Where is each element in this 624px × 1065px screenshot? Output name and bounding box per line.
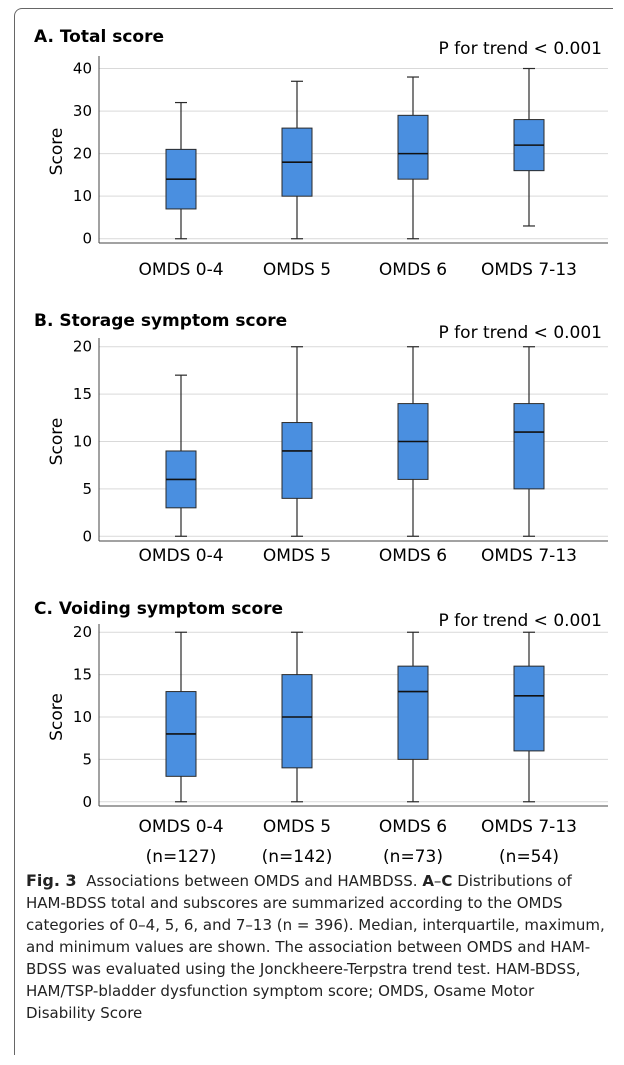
category-label: OMDS 0-4	[138, 546, 223, 566]
y-tick-label: 15	[73, 385, 92, 403]
category-label: OMDS 6	[379, 260, 447, 280]
y-tick-label: 40	[73, 60, 92, 78]
y-tick-label: 10	[73, 433, 92, 451]
y-tick-label: 10	[73, 187, 92, 205]
caption-panel-a: A	[422, 872, 434, 890]
category-label: OMDS 7-13	[481, 546, 577, 566]
iqr-box	[281, 422, 313, 499]
category-label: OMDS 6	[379, 817, 447, 837]
box-3	[397, 346, 429, 537]
chart-panel-2: B. Storage symptom score P for trend < 0.…	[34, 311, 608, 566]
y-tick-label: 30	[73, 102, 92, 120]
box-1	[165, 374, 197, 537]
trend-annotation: P for trend < 0.001	[439, 323, 602, 343]
sample-size-label: (n=142)	[262, 847, 333, 867]
panel-title: A. Total score	[34, 27, 164, 47]
chart-panel-3: C. Voiding symptom score P for trend < 0.…	[34, 599, 608, 867]
category-label: OMDS 5	[263, 817, 331, 837]
category-label: OMDS 5	[263, 260, 331, 280]
box-3	[397, 76, 429, 240]
box-1	[165, 101, 197, 240]
category-label: OMDS 5	[263, 546, 331, 566]
category-label: OMDS 0-4	[138, 260, 223, 280]
box-plot-figure: A. Total score P for trend < 0.001 0 10 20 30…	[34, 27, 608, 867]
panel-title: C. Voiding symptom score	[34, 599, 283, 619]
caption-figure-number: Fig. 3	[26, 871, 77, 890]
caption-panel-c: C	[441, 872, 453, 890]
iqr-box	[513, 403, 545, 490]
y-tick-label: 20	[73, 623, 92, 641]
y-tick-label: 0	[82, 793, 92, 811]
caption-body: Distributions of HAM-BDSS total and subs…	[26, 872, 605, 1022]
iqr-box	[397, 114, 429, 180]
y-tick-label: 0	[82, 230, 92, 248]
y-tick-label: 20	[73, 338, 92, 356]
y-tick-label: 10	[73, 708, 92, 726]
y-axis-label: Score	[47, 418, 67, 466]
box-4	[513, 631, 545, 803]
y-tick-label: 5	[82, 750, 92, 768]
caption-title: Associations between OMDS and HAMBDSS.	[86, 872, 423, 890]
box-2	[281, 631, 313, 803]
sample-size-label: (n=127)	[146, 847, 217, 867]
caption-dash: –	[433, 872, 442, 890]
sample-size-label: (n=54)	[499, 847, 559, 867]
box-3	[397, 631, 429, 803]
y-tick-label: 0	[82, 527, 92, 545]
category-label: OMDS 6	[379, 546, 447, 566]
y-tick-label: 15	[73, 666, 92, 684]
y-axis-label: Score	[47, 128, 67, 176]
box-2	[281, 80, 313, 240]
panel-title: B. Storage symptom score	[34, 311, 287, 331]
y-tick-label: 5	[82, 480, 92, 498]
trend-annotation: P for trend < 0.001	[439, 39, 602, 59]
iqr-box	[397, 665, 429, 760]
iqr-box	[281, 674, 313, 769]
y-axis-label: Score	[47, 693, 67, 741]
box-2	[281, 346, 313, 537]
sample-size-label: (n=73)	[383, 847, 443, 867]
figure-frame	[14, 8, 613, 1055]
category-label: OMDS 7-13	[481, 817, 577, 837]
category-label: OMDS 7-13	[481, 260, 577, 280]
chart-panel-1: A. Total score P for trend < 0.001 0 10 20 30…	[34, 27, 608, 280]
box-1	[165, 631, 197, 803]
box-4	[513, 346, 545, 537]
iqr-box	[513, 665, 545, 752]
y-tick-label: 20	[73, 145, 92, 163]
category-label: OMDS 0-4	[138, 817, 223, 837]
trend-annotation: P for trend < 0.001	[439, 611, 602, 631]
figure-caption: Fig. 3 Associations between OMDS and HAM…	[26, 870, 606, 1024]
box-4	[513, 67, 545, 227]
